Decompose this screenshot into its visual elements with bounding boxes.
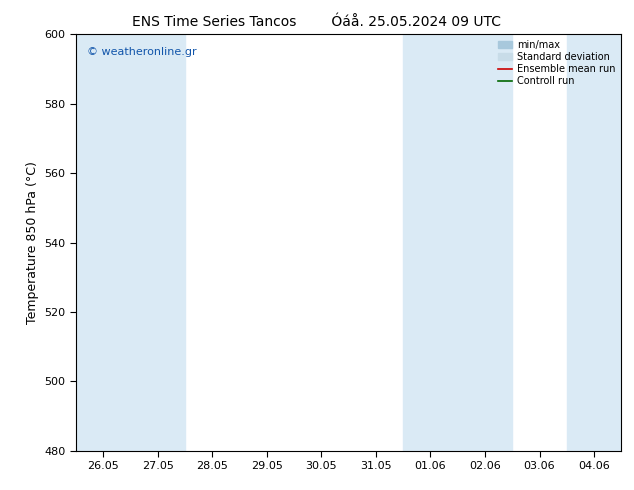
Bar bbox=[76, 34, 131, 451]
Bar bbox=[131, 34, 185, 451]
Bar bbox=[567, 34, 627, 451]
Bar bbox=[403, 34, 512, 451]
Y-axis label: Temperature 850 hPa (°C): Temperature 850 hPa (°C) bbox=[26, 161, 39, 324]
Legend: min/max, Standard deviation, Ensemble mean run, Controll run: min/max, Standard deviation, Ensemble me… bbox=[494, 36, 619, 90]
Text: ENS Time Series Tancos        Óáå. 25.05.2024 09 UTC: ENS Time Series Tancos Óáå. 25.05.2024 0… bbox=[133, 15, 501, 29]
Text: © weatheronline.gr: © weatheronline.gr bbox=[87, 47, 197, 57]
